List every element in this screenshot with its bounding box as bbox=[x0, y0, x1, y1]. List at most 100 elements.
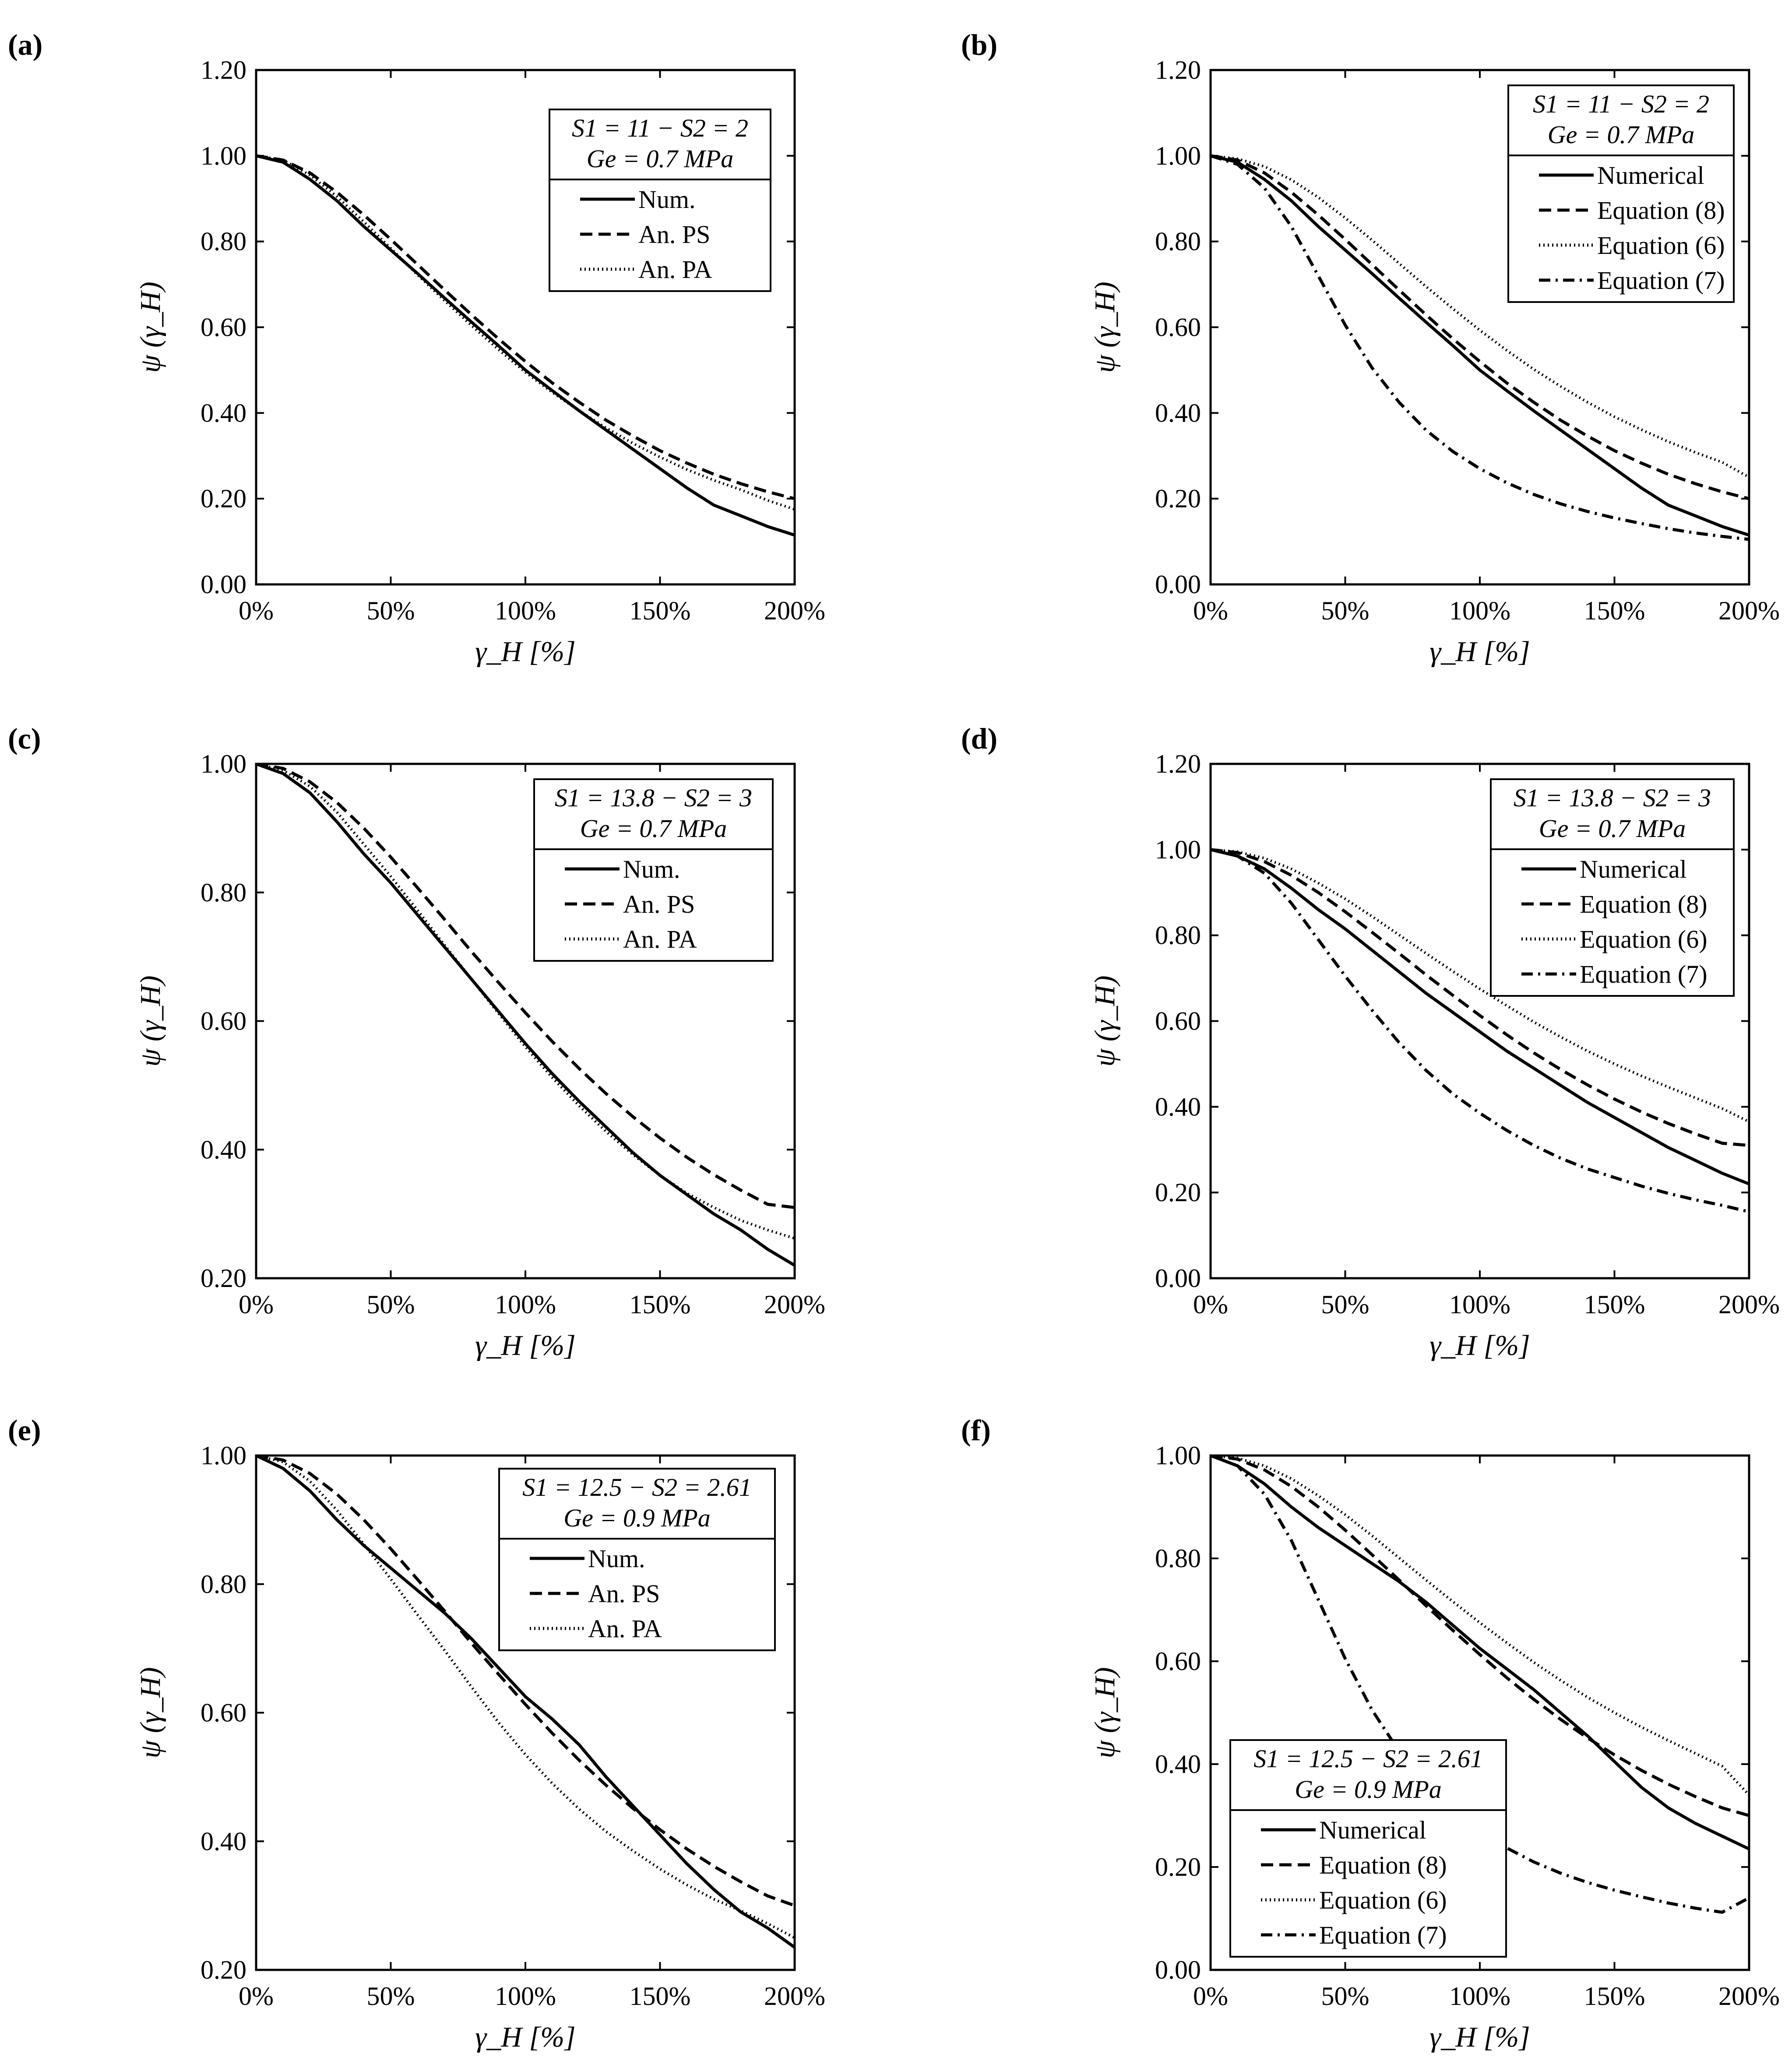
x-tick-label: 200% bbox=[764, 1982, 825, 2011]
x-tick-label: 0% bbox=[1193, 1290, 1228, 1319]
y-tick-label: 0.60 bbox=[1155, 1647, 1201, 1676]
y-tick-label: 0.40 bbox=[201, 1135, 246, 1164]
x-axis-label: γ_H [%] bbox=[475, 1329, 576, 1361]
legend-title-line: Ge = 0.7 MPa bbox=[1539, 814, 1686, 843]
y-tick-label: 0.40 bbox=[201, 398, 246, 427]
panel-letter: (d) bbox=[961, 722, 997, 755]
legend-box bbox=[1490, 778, 1735, 997]
legend-entry-label: An. PS bbox=[588, 1579, 660, 1608]
legend-entry-label: Num. bbox=[623, 855, 680, 883]
legend-title-line: Ge = 0.7 MPa bbox=[587, 144, 734, 173]
series-line-an-ps bbox=[256, 764, 795, 1209]
y-tick-label: 0.40 bbox=[1155, 1750, 1201, 1779]
panel-letter: (c) bbox=[8, 722, 41, 755]
legend-title-line: S1 = 12.5 − S2 = 2.61 bbox=[522, 1473, 751, 1501]
y-tick-label: 1.00 bbox=[201, 1441, 246, 1470]
y-axis-label: ψ (γ_H) bbox=[1089, 281, 1121, 373]
legend-title-line: S1 = 13.8 − S2 = 3 bbox=[555, 784, 752, 812]
legend-title-line: S1 = 12.5 − S2 = 2.61 bbox=[1253, 1744, 1482, 1773]
x-axis-label: γ_H [%] bbox=[1429, 2021, 1530, 2053]
chart-panel-1: (a) 0% 50% 100% 150% 200% 0.00 0.20 0.40 0.60 0.80… bbox=[8, 28, 825, 668]
legend-entry-label: An. PA bbox=[623, 925, 697, 953]
y-tick-label: 0.40 bbox=[201, 1827, 246, 1856]
x-tick-label: 0% bbox=[239, 596, 274, 625]
x-tick-label: 150% bbox=[630, 1982, 691, 2011]
legend-entry-label: Equation (6) bbox=[1580, 925, 1708, 953]
x-tick-label: 100% bbox=[495, 596, 556, 625]
x-tick-label: 50% bbox=[1321, 1290, 1370, 1319]
legend-title-line: S1 = 13.8 − S2 = 3 bbox=[1514, 784, 1711, 812]
y-tick-label: 1.20 bbox=[1155, 749, 1201, 778]
series-line-equation-7- bbox=[1211, 848, 1749, 1213]
x-tick-label: 100% bbox=[495, 1290, 556, 1319]
x-tick-label: 200% bbox=[1718, 1290, 1780, 1319]
legend-entry-label: Num. bbox=[588, 1544, 645, 1573]
series-line-an-ps bbox=[256, 1456, 795, 1907]
y-tick-label: 0.00 bbox=[201, 570, 246, 599]
series-line-equation-6- bbox=[1211, 848, 1749, 1123]
x-tick-label: 150% bbox=[1584, 1290, 1645, 1319]
legend-entry-label: An. PA bbox=[588, 1614, 662, 1643]
y-tick-label: 0.20 bbox=[1155, 1178, 1201, 1207]
series-line-numerical bbox=[1211, 1456, 1749, 1851]
legend-title-line: S1 = 11 − S2 = 2 bbox=[572, 114, 748, 142]
x-axis-label: γ_H [%] bbox=[1429, 636, 1530, 668]
x-tick-label: 150% bbox=[630, 1290, 691, 1319]
chart-panel-3: (c) 0% 50% 100% 150% 200% 0.20 0.40 0.60 0.80 1.00… bbox=[8, 722, 825, 1361]
series-line-equation-6- bbox=[1211, 1456, 1749, 1796]
y-axis-label: ψ (γ_H) bbox=[1089, 975, 1121, 1066]
x-tick-label: 50% bbox=[367, 1982, 415, 2011]
chart-panel-5: (e) 0% 50% 100% 150% 200% 0.20 0.40 0.60 0.80 1.00… bbox=[8, 1413, 825, 2053]
series-line-an-ps bbox=[256, 154, 795, 500]
legend-entry-label: An. PS bbox=[638, 220, 710, 249]
y-tick-label: 1.00 bbox=[1155, 1441, 1201, 1470]
x-tick-label: 200% bbox=[764, 596, 825, 625]
y-tick-label: 0.60 bbox=[1155, 313, 1201, 342]
series-line-num- bbox=[256, 764, 795, 1267]
y-tick-label: 0.00 bbox=[1155, 570, 1201, 599]
legend-entry-label: Equation (7) bbox=[1597, 266, 1725, 295]
legend: S1 = 11 − S2 = 2Ge = 0.7 MPa Num. An. PS An… bbox=[549, 109, 771, 292]
panel-letter: (a) bbox=[8, 28, 42, 61]
y-tick-label: 0.00 bbox=[1155, 1264, 1201, 1293]
legend-entry-label: An. PA bbox=[638, 255, 712, 284]
series-line-numerical bbox=[1211, 848, 1749, 1185]
legend-entry-label: An. PS bbox=[623, 890, 695, 918]
y-tick-label: 0.00 bbox=[1155, 1955, 1201, 1984]
x-tick-label: 50% bbox=[367, 596, 415, 625]
panel-letter: (f) bbox=[961, 1413, 991, 1447]
y-axis-label: ψ (γ_H) bbox=[1089, 1667, 1121, 1758]
y-tick-label: 1.20 bbox=[1155, 56, 1201, 84]
x-tick-label: 100% bbox=[1449, 1290, 1510, 1319]
y-axis-label: ψ (γ_H) bbox=[134, 281, 166, 373]
y-tick-label: 1.00 bbox=[201, 141, 246, 170]
y-tick-label: 0.80 bbox=[201, 227, 246, 256]
x-tick-label: 50% bbox=[367, 1290, 415, 1319]
legend-entry-label: Numerical bbox=[1597, 161, 1704, 190]
series-line-an-pa bbox=[256, 1456, 795, 1939]
y-tick-label: 0.80 bbox=[1155, 1544, 1201, 1573]
x-tick-label: 100% bbox=[1449, 1982, 1510, 2011]
x-tick-label: 150% bbox=[1584, 1982, 1645, 2011]
legend: S1 = 12.5 − S2 = 2.61 Ge = 0.9 MPa Num. An.… bbox=[498, 1468, 776, 1651]
legend: S1 = 13.8 − S2 = 3Ge = 0.7 MPa Numerical E… bbox=[1490, 778, 1735, 997]
series-line-equation-8- bbox=[1211, 848, 1749, 1147]
y-tick-label: 0.80 bbox=[201, 878, 246, 907]
y-tick-label: 0.20 bbox=[1155, 484, 1201, 513]
x-tick-label: 200% bbox=[1718, 596, 1780, 625]
y-axis-label: ψ (γ_H) bbox=[134, 975, 166, 1066]
y-tick-label: 0.20 bbox=[201, 1264, 246, 1293]
chart-panel-2: (b) 0% 50% 100% 150% 200% 0.00 0.20 0.40 0.60 0.80… bbox=[961, 28, 1780, 668]
series-line-numerical bbox=[1211, 154, 1749, 537]
legend-title-line: Ge = 0.9 MPa bbox=[563, 1504, 711, 1532]
x-axis-label: γ_H [%] bbox=[475, 636, 576, 668]
y-tick-label: 0.40 bbox=[1155, 1092, 1201, 1121]
series-line-num- bbox=[256, 1456, 795, 1949]
legend-entry-label: Equation (7) bbox=[1319, 1921, 1447, 1949]
legend-entry-label: Numerical bbox=[1319, 1816, 1426, 1844]
x-tick-label: 150% bbox=[1584, 596, 1645, 625]
chart-panel-4: (d) 0% 50% 100% 150% 200% 0.00 0.20 0.40 0.60 0.80… bbox=[961, 722, 1780, 1361]
legend-box bbox=[1229, 1739, 1507, 1958]
